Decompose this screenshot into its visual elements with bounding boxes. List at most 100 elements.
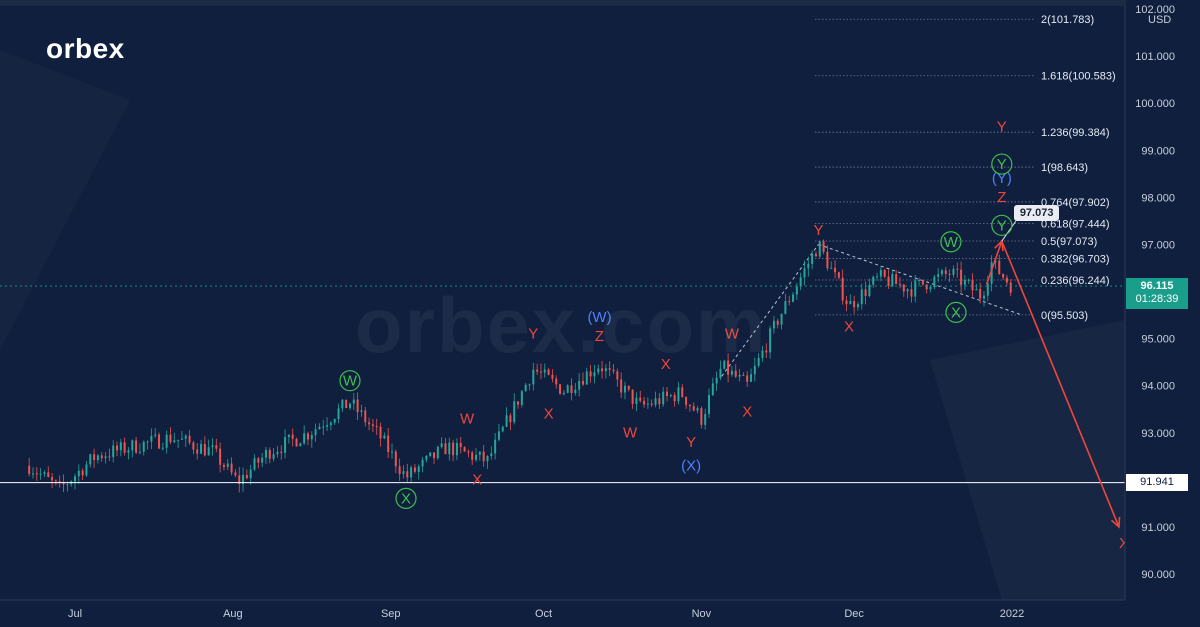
candle-body	[620, 379, 623, 393]
candle-body	[971, 279, 974, 291]
candle-body	[497, 431, 500, 440]
candle-body	[35, 473, 38, 475]
candle-body	[444, 443, 447, 455]
candle-body	[727, 360, 730, 375]
candle-body	[975, 289, 978, 291]
candle-body	[891, 274, 894, 287]
candle-body	[772, 320, 775, 329]
candle-body	[127, 450, 130, 453]
wave-label: X	[951, 304, 961, 321]
candle-body	[459, 442, 462, 448]
currency-label: USD	[1148, 14, 1172, 26]
top-toolbar-strip	[0, 0, 1125, 6]
candle-body	[631, 389, 634, 404]
candle-body	[769, 328, 772, 353]
candle-body	[306, 433, 309, 440]
projection-segment	[985, 240, 1003, 285]
wave-label: Y	[528, 326, 538, 343]
candle-body	[371, 424, 374, 426]
wave-label-circle	[945, 301, 967, 323]
candle-body	[100, 455, 103, 459]
y-tick-label: 100.000	[1135, 98, 1175, 110]
wave-label: W	[944, 234, 959, 251]
candle-body	[268, 449, 271, 459]
wave-label: X	[1119, 535, 1129, 552]
candle-body	[799, 277, 802, 287]
candle-body	[417, 466, 420, 472]
wave-label: X	[742, 403, 752, 420]
candle-body	[329, 422, 332, 426]
wave-label: X	[661, 356, 671, 373]
fib-level-label: 1.236(99.384)	[1041, 127, 1110, 139]
candle-body	[662, 391, 665, 405]
projection-path	[985, 220, 1121, 529]
candle-body	[700, 408, 703, 425]
candle-body	[287, 434, 290, 438]
x-tick-label: Nov	[692, 608, 712, 620]
candle-body	[837, 272, 840, 278]
candle-body	[738, 374, 741, 377]
candle-body	[711, 383, 714, 396]
wave-label: X	[544, 406, 554, 423]
candle-body	[585, 371, 588, 385]
candle-body	[902, 284, 905, 292]
wave-label-circle	[991, 153, 1013, 175]
candle-body	[559, 384, 562, 394]
candle-body	[918, 279, 921, 281]
candle-body	[413, 467, 416, 472]
candle-body	[280, 451, 283, 453]
y-tick-label: 98.000	[1141, 192, 1175, 204]
candle-body	[352, 399, 355, 404]
candle-body	[322, 426, 325, 428]
candle-body	[54, 480, 57, 482]
wave-label: X	[401, 490, 411, 507]
candle-body	[849, 301, 852, 305]
fib-level-label: 1(98.643)	[1041, 162, 1088, 174]
wave-label: (Y)	[992, 170, 1012, 187]
candle-body	[509, 415, 512, 423]
wave-label: Z	[595, 328, 604, 345]
candle-body	[482, 451, 485, 462]
candle-body	[547, 369, 550, 375]
candle-body	[681, 387, 684, 397]
candle-body	[665, 391, 668, 396]
time-axis[interactable]: Jul Aug Sep Oct Nov Dec 2022	[0, 599, 1200, 627]
candle-body	[814, 253, 817, 257]
wave-label-circle	[940, 231, 962, 253]
candle-body	[650, 403, 653, 405]
candle-body	[539, 371, 542, 373]
candle-body	[654, 398, 657, 405]
candle-body	[520, 391, 523, 405]
candle-body	[979, 289, 982, 299]
candle-body	[543, 369, 546, 373]
y-tick-label: 95.000	[1141, 334, 1175, 346]
candle-body	[990, 262, 993, 284]
candle-body	[284, 437, 287, 453]
candle-body	[925, 284, 928, 290]
candle-body	[123, 442, 126, 453]
candle-body	[570, 385, 573, 394]
candle-body	[578, 380, 581, 390]
candle-body	[66, 484, 69, 486]
wave-label-circle	[991, 214, 1013, 236]
candle-body	[746, 375, 749, 382]
candle-body	[337, 408, 340, 420]
candle-body	[601, 368, 604, 372]
candle-body	[940, 270, 943, 275]
candle-body	[192, 442, 195, 450]
wave-label: Z	[997, 189, 1006, 206]
candle-body	[574, 389, 577, 394]
candle-body	[440, 443, 443, 448]
price-axis[interactable]: 90.00091.00092.00093.00094.00095.00096.0…	[1124, 0, 1200, 627]
candle-body	[685, 396, 688, 405]
wave-label: X	[844, 319, 854, 336]
candle-body	[956, 268, 959, 270]
orbex-logo: orbex	[46, 33, 125, 64]
candle-body	[1005, 277, 1008, 283]
fib-level-label: 0(95.503)	[1041, 310, 1088, 322]
y-tick-label: 97.000	[1141, 239, 1175, 251]
candle-body	[379, 426, 382, 439]
candle-body	[51, 476, 54, 481]
candle-body	[429, 452, 432, 456]
